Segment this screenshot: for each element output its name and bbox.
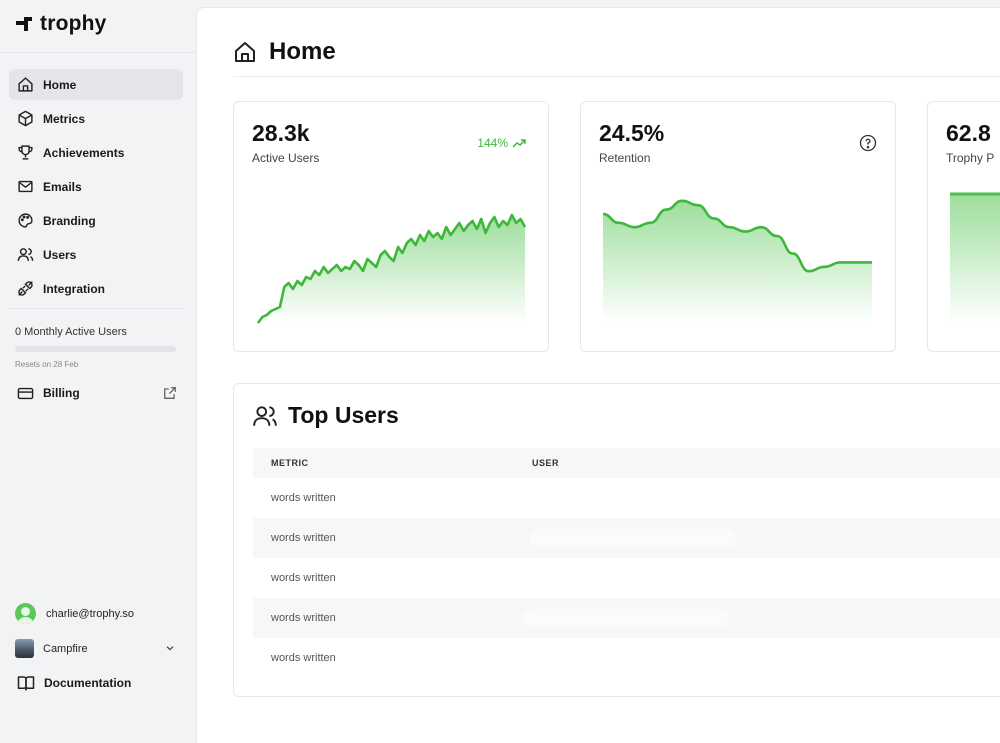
stat-value: 24.5% bbox=[599, 120, 665, 146]
org-avatar bbox=[15, 639, 34, 658]
sidebar-item-label: Users bbox=[43, 247, 77, 262]
divider bbox=[0, 52, 196, 53]
plug-icon bbox=[18, 281, 33, 296]
documentation-label: Documentation bbox=[44, 676, 132, 690]
column-header-user[interactable]: USER bbox=[532, 458, 560, 468]
table-row[interactable]: words written bbox=[253, 478, 1000, 518]
sidebar-item-metrics[interactable]: Metrics bbox=[9, 103, 183, 134]
sidebar: trophy Home Metrics Achievements Emails … bbox=[0, 0, 196, 743]
stat-label: Retention bbox=[599, 151, 651, 165]
sidebar-nav: Home Metrics Achievements Emails Brandin… bbox=[9, 69, 183, 307]
chevron-down-icon bbox=[166, 646, 174, 651]
sidebar-item-home[interactable]: Home bbox=[9, 69, 183, 100]
retention-chart bbox=[602, 199, 872, 322]
stat-card-trophy[interactable]: 62.8 Trophy P bbox=[927, 101, 1000, 352]
top-users-card: Top Users METRIC USER words written word… bbox=[233, 383, 1000, 697]
stat-label: Trophy P bbox=[946, 151, 995, 165]
org-name: Campfire bbox=[43, 642, 88, 655]
top-users-table: METRIC USER words written words written … bbox=[253, 448, 1000, 678]
sidebar-item-label: Home bbox=[43, 77, 77, 92]
usage-reset-date: Resets on 28 Feb bbox=[15, 360, 79, 369]
external-link-icon bbox=[164, 387, 176, 399]
metric-cell: words written bbox=[271, 492, 336, 504]
sidebar-item-label: Achievements bbox=[43, 145, 125, 160]
usage-progress-bar bbox=[15, 346, 176, 352]
chart-series-line bbox=[256, 213, 527, 324]
book-icon bbox=[17, 676, 35, 691]
chart-series-line bbox=[602, 199, 872, 273]
metric-cell: words written bbox=[271, 612, 336, 624]
column-header-metric[interactable]: METRIC bbox=[271, 458, 309, 468]
brand-name: trophy bbox=[40, 12, 107, 35]
home-icon bbox=[18, 77, 33, 92]
table-row[interactable]: words written bbox=[253, 558, 1000, 598]
sidebar-item-integration[interactable]: Integration bbox=[9, 273, 183, 304]
trophy-logo-icon bbox=[16, 17, 32, 31]
sidebar-item-achievements[interactable]: Achievements bbox=[9, 137, 183, 168]
help-icon[interactable] bbox=[859, 134, 877, 152]
users-icon bbox=[253, 405, 277, 426]
sidebar-item-label: Emails bbox=[43, 179, 82, 194]
main-panel: Home 28.3k Active Users 144% bbox=[196, 7, 1000, 743]
table-row[interactable]: words written bbox=[253, 598, 1000, 638]
account-menu[interactable]: charlie@trophy.so bbox=[15, 603, 134, 624]
page-title: Home bbox=[269, 38, 336, 65]
table-row[interactable]: words written bbox=[253, 518, 1000, 558]
trophy-icon bbox=[18, 145, 33, 160]
trend-up-icon bbox=[512, 139, 526, 148]
user-placeholder bbox=[530, 529, 736, 547]
active-users-chart bbox=[256, 213, 527, 324]
top-users-header: Top Users bbox=[252, 402, 399, 429]
sidebar-item-emails[interactable]: Emails bbox=[9, 171, 183, 202]
documentation-link[interactable]: Documentation bbox=[9, 670, 183, 696]
trend-badge: 144% bbox=[477, 136, 526, 150]
chart-area-fill bbox=[258, 215, 525, 323]
metric-cell: words written bbox=[271, 532, 336, 544]
sidebar-item-label: Integration bbox=[43, 281, 105, 296]
credit-card-icon bbox=[17, 387, 34, 399]
stat-card-active-users[interactable]: 28.3k Active Users 144% bbox=[233, 101, 549, 352]
monthly-active-users-label: 0 Monthly Active Users bbox=[15, 326, 127, 338]
billing-link[interactable]: Billing bbox=[9, 380, 183, 406]
mail-icon bbox=[18, 180, 33, 193]
table-row[interactable]: words written bbox=[253, 638, 1000, 678]
stat-card-retention[interactable]: 24.5% Retention bbox=[580, 101, 896, 352]
sidebar-item-label: Metrics bbox=[43, 111, 86, 126]
stat-label: Active Users bbox=[252, 151, 320, 165]
cube-icon bbox=[18, 110, 33, 127]
divider bbox=[9, 308, 183, 309]
sidebar-item-label: Branding bbox=[43, 213, 96, 228]
avatar bbox=[15, 603, 36, 624]
sidebar-item-users[interactable]: Users bbox=[9, 239, 183, 270]
org-switcher[interactable]: Campfire bbox=[15, 639, 177, 658]
metric-cell: words written bbox=[271, 572, 336, 584]
stat-value: 28.3k bbox=[252, 120, 310, 146]
users-icon bbox=[17, 248, 34, 261]
user-placeholder bbox=[523, 609, 729, 627]
billing-label: Billing bbox=[43, 386, 80, 400]
trend-value: 144% bbox=[477, 136, 508, 150]
page-header: Home bbox=[233, 38, 336, 66]
brand-logo[interactable]: trophy bbox=[14, 12, 107, 36]
metric-cell: words written bbox=[271, 652, 336, 664]
chart-area-fill bbox=[603, 200, 872, 322]
stat-value: 62.8 bbox=[946, 120, 991, 146]
palette-icon bbox=[18, 213, 33, 228]
divider bbox=[233, 76, 1000, 77]
top-users-title: Top Users bbox=[288, 402, 399, 428]
home-icon bbox=[235, 42, 255, 62]
user-email: charlie@trophy.so bbox=[46, 607, 134, 620]
trophy-chart bbox=[950, 192, 1000, 322]
table-header: METRIC USER bbox=[253, 448, 1000, 478]
sidebar-item-branding[interactable]: Branding bbox=[9, 205, 183, 236]
